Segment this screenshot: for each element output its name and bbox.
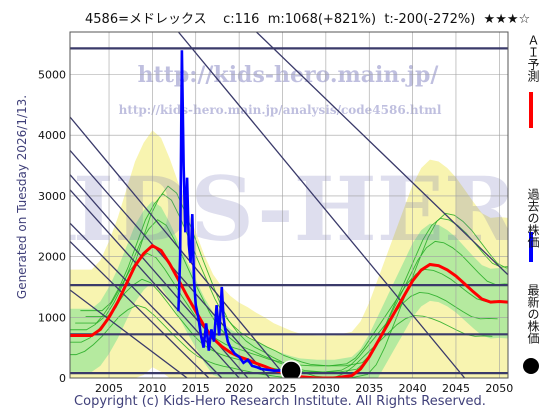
legend-latest-swatch — [523, 358, 539, 374]
trend-line-7 — [177, 32, 466, 378]
x-tick-label-2005: 2005 — [95, 382, 123, 395]
y-tick-label-0: 0 — [59, 372, 66, 385]
y-tick-label-1000: 1000 — [38, 311, 66, 324]
x-tick-label-2015: 2015 — [182, 382, 210, 395]
copyright-footer: Copyright (c) Kids-Hero Research Institu… — [74, 394, 486, 409]
x-tick-label-2040: 2040 — [399, 382, 427, 395]
plot-area: KIDS-HERO http://kids-hero.main.jp/http:/… — [0, 32, 560, 378]
legend-latest-label: 最新の株価 — [526, 284, 540, 344]
trend-line-6 — [70, 289, 188, 378]
x-tick-label-2035: 2035 — [355, 382, 383, 395]
past-price-line — [177, 50, 292, 373]
watermark-line1: http://kids-hero.main.jp/ — [138, 62, 440, 88]
x-tick-label-2020: 2020 — [225, 382, 253, 395]
y-tick-label-3000: 3000 — [38, 190, 66, 203]
y-tick-label-2000: 2000 — [38, 251, 66, 264]
x-tick-label-2010: 2010 — [138, 382, 166, 395]
generated-label: Generated on Tuesday 2026/1/13. — [15, 94, 29, 300]
y-tick-label-5000: 5000 — [38, 68, 66, 81]
trend-line-5 — [70, 240, 210, 378]
envelope-line-1 — [70, 278, 498, 373]
legend-ai-label: ＡＩ予測 — [526, 34, 540, 82]
watermark-big: KIDS-HERO — [0, 157, 560, 261]
latest-price-marker — [280, 360, 302, 378]
x-tick-label-2045: 2045 — [442, 382, 470, 395]
watermark-line2: http://kids-hero.main.jp/analysis/code45… — [119, 103, 442, 117]
trend-line-4 — [70, 222, 223, 378]
x-tick-label-2030: 2030 — [312, 382, 340, 395]
chart-header: 4586=メドレックス c:116 m:1068(+821%) t:-200(-… — [85, 12, 531, 27]
trend-line-8 — [256, 32, 508, 276]
legend-past-label: 過去の株価 — [526, 188, 540, 248]
x-tick-label-2025: 2025 — [268, 382, 296, 395]
plot-frame — [69, 31, 509, 379]
trend-line-3 — [70, 189, 240, 378]
x-tick-label-2050: 2050 — [485, 382, 513, 395]
y-tick-label-4000: 4000 — [38, 129, 66, 142]
trend-line-0 — [70, 116, 288, 378]
